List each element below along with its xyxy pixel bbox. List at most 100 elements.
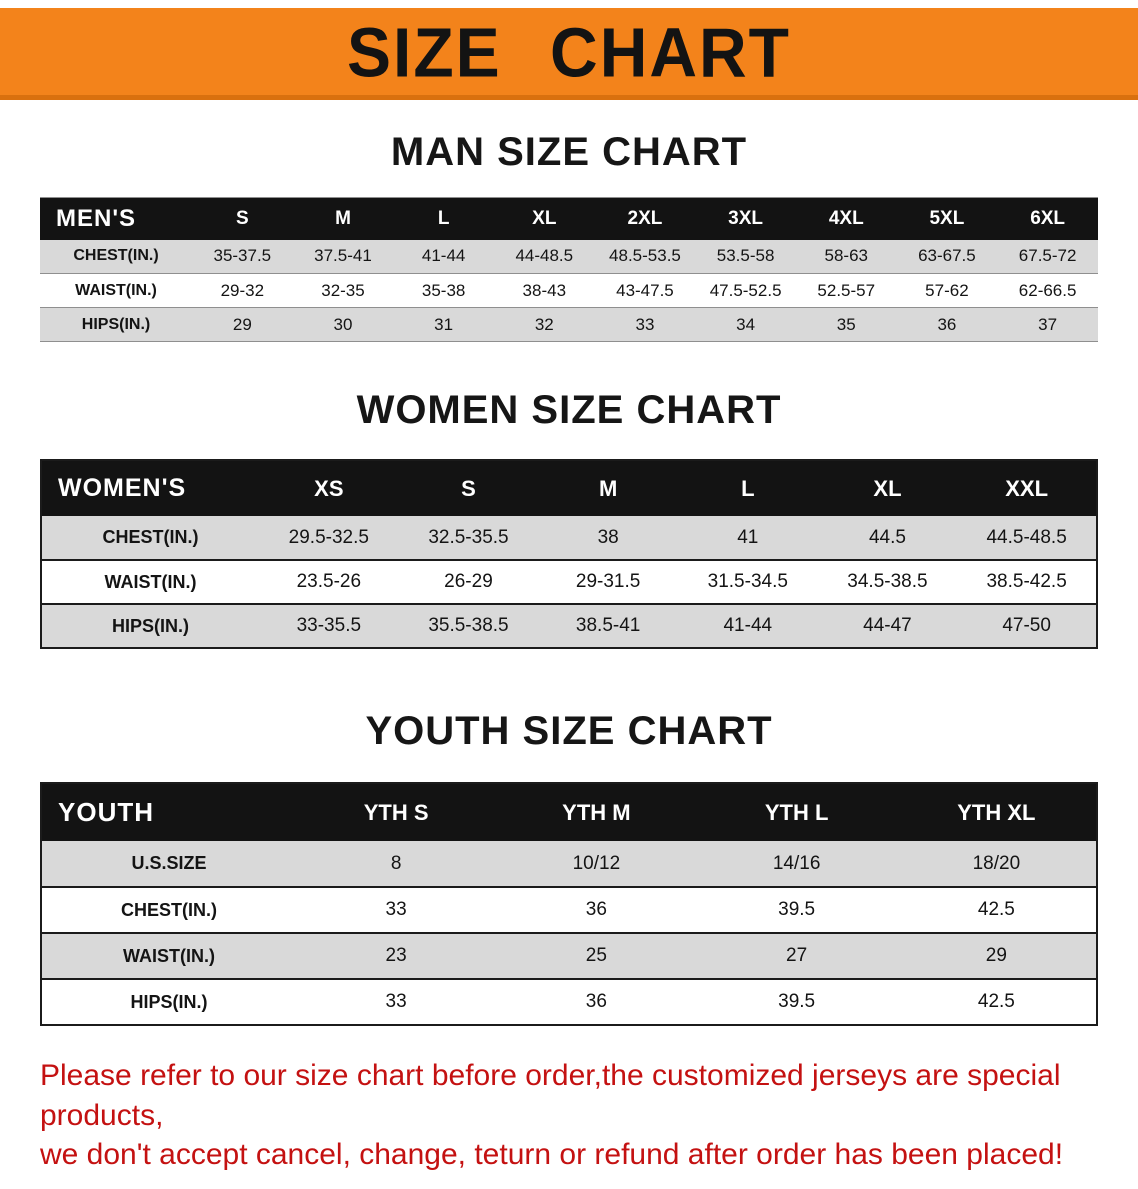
size-column-header: S (398, 460, 539, 516)
size-cell: 29 (985, 945, 1007, 966)
size-cell: 57-62 (925, 280, 969, 300)
table-group-label: MEN'S (40, 197, 192, 240)
size-column-header: M (292, 197, 394, 240)
size-cell: 29.5-32.5 (288, 526, 369, 548)
size-cell: 23 (385, 945, 407, 966)
size-cell: 42.5 (977, 991, 1015, 1012)
size-cell: 41-44 (421, 246, 466, 266)
size-cell: 33-35.5 (296, 615, 362, 636)
size-cell: 32.5-35.5 (428, 526, 509, 548)
size-cell: 35.5-38.5 (428, 615, 509, 636)
banner-title: SIZE CHART (347, 12, 791, 91)
size-column-header: 5XL (896, 197, 998, 240)
size-cell: 18/20 (972, 852, 1021, 874)
men-size-table-body: CHEST(IN.) 35-37.5 37.5-41 41-44 44-48.5 48.5… (40, 239, 1098, 342)
table-row: CHEST(IN.) 35-37.5 37.5-41 41-44 44-48.5 48.5… (40, 239, 1098, 274)
size-cell: 47.5-52.5 (709, 280, 782, 300)
size-cell: 44.5-48.5 (986, 526, 1067, 548)
row-label: HIPS(IN.) (81, 315, 151, 333)
size-cell: 10/12 (572, 852, 621, 874)
size-cell: 67.5-72 (1018, 246, 1077, 266)
row-label: HIPS(IN.) (111, 615, 189, 636)
size-cell: 38.5-41 (575, 615, 641, 636)
size-column-header: 6XL (997, 197, 1098, 240)
size-cell: 44-48.5 (515, 246, 574, 266)
size-cell: 52.5-57 (817, 280, 876, 300)
women-size-table-head: WOMEN'S XS S M L XL XXL (41, 460, 1097, 516)
size-cell: 39.5 (778, 991, 816, 1012)
size-column-header: XL (493, 197, 595, 240)
table-row: CHEST(IN.) 29.5-32.5 32.5-35.5 38 41 44.5 44.5… (41, 516, 1097, 560)
size-cell: 8 (390, 852, 402, 874)
size-cell: 30 (333, 314, 353, 334)
row-label: CHEST(IN.) (102, 527, 199, 547)
table-row: HIPS(IN.) 33 36 39.5 42.5 (41, 979, 1097, 1025)
size-cell: 36 (585, 991, 607, 1012)
table-row: WAIST(IN.) 23 25 27 29 (41, 933, 1097, 979)
size-column-header: S (192, 197, 293, 240)
size-cell: 47-50 (1002, 615, 1051, 636)
size-cell: 33 (635, 314, 655, 334)
size-cell: 39.5 (778, 899, 816, 920)
size-column-header: YTH XL (896, 783, 1097, 841)
table-group-label: YOUTH (41, 783, 296, 841)
size-cell: 27 (786, 945, 808, 966)
size-cell: 34.5-38.5 (847, 571, 928, 592)
row-label: WAIST(IN.) (104, 571, 197, 592)
size-column-header: XS (259, 460, 399, 516)
men-size-table: MEN'S S M L XL 2XL 3XL 4XL 5XL 6XL CHEST(IN.) 35-3… (40, 197, 1098, 342)
youth-size-table-head: YOUTH YTH S YTH M YTH L YTH XL (41, 783, 1097, 841)
table-row: WAIST(IN.) 23.5-26 26-29 29-31.5 31.5-34.5 34… (41, 560, 1097, 604)
youth-size-chart-section: YOUTH SIZE CHART YOUTH YTH S YTH M YTH L YTH… (0, 709, 1138, 1026)
size-cell: 31.5-34.5 (707, 571, 788, 592)
disclaimer: Please refer to our size chart before or… (40, 1056, 1098, 1175)
size-cell: 53.5-58 (716, 246, 775, 266)
disclaimer-line-1: Please refer to our size chart before or… (40, 1059, 1061, 1132)
size-cell: 26-29 (444, 571, 493, 592)
youth-size-chart-heading: YOUTH SIZE CHART (365, 709, 773, 753)
women-size-chart-section: WOMEN SIZE CHART WOMEN'S XS S M L XL XXL CHEST… (0, 388, 1138, 649)
table-header-row: YOUTH YTH S YTH M YTH L YTH XL (41, 783, 1097, 841)
size-cell: 25 (585, 945, 607, 966)
size-cell: 32 (534, 314, 554, 334)
table-row: WAIST(IN.) 29-32 32-35 35-38 38-43 43-47.5 47.… (40, 274, 1098, 308)
size-charts: MAN SIZE CHART MEN'S S M L XL 2XL 3XL 4XL 5XL 6XL… (0, 130, 1138, 1026)
row-label: U.S.SIZE (131, 853, 207, 873)
table-group-label: WOMEN'S (41, 460, 259, 516)
size-column-header: 4XL (795, 197, 897, 240)
size-chart-banner: SIZE CHART (0, 8, 1138, 100)
size-cell: 58-63 (824, 246, 868, 266)
row-label: WAIST(IN.) (75, 281, 157, 299)
size-cell: 23.5-26 (296, 571, 362, 592)
size-column-header: YTH S (296, 783, 497, 841)
youth-size-table: YOUTH YTH S YTH M YTH L YTH XL U.S.SIZE 8 10/1… (40, 782, 1098, 1026)
size-cell: 29-31.5 (575, 571, 641, 592)
size-cell: 37 (1038, 314, 1058, 334)
size-cell: 38.5-42.5 (986, 571, 1067, 592)
size-cell: 42.5 (977, 899, 1015, 920)
size-cell: 41-44 (723, 615, 773, 636)
row-label: CHEST(IN.) (73, 247, 159, 265)
size-column-header: YTH L (696, 783, 897, 841)
size-cell: 44.5 (868, 526, 906, 548)
size-column-header: L (393, 197, 494, 240)
size-cell: 41 (737, 526, 759, 548)
table-header-row: MEN'S S M L XL 2XL 3XL 4XL 5XL 6XL (40, 197, 1098, 240)
table-row: HIPS(IN.) 33-35.5 35.5-38.5 38.5-41 41-44 44-… (41, 604, 1097, 648)
size-column-header: XXL (957, 460, 1097, 516)
size-column-header: XL (817, 460, 958, 516)
size-cell: 32-35 (321, 280, 365, 300)
size-cell: 48.5-53.5 (609, 246, 681, 266)
size-column-header: 3XL (695, 197, 796, 240)
size-cell: 29 (232, 314, 252, 334)
table-row: CHEST(IN.) 33 36 39.5 42.5 (41, 887, 1097, 933)
women-size-chart-heading: WOMEN SIZE CHART (356, 388, 782, 432)
row-label: WAIST(IN.) (123, 945, 215, 966)
size-cell: 43-47.5 (616, 280, 674, 300)
size-cell: 36 (937, 314, 957, 334)
women-size-table-body: CHEST(IN.) 29.5-32.5 32.5-35.5 38 41 44.5 44.5… (41, 516, 1097, 648)
size-cell: 37.5-41 (314, 246, 372, 266)
size-cell: 33 (385, 991, 407, 1012)
row-label: CHEST(IN.) (121, 899, 217, 920)
men-size-table-head: MEN'S S M L XL 2XL 3XL 4XL 5XL 6XL (40, 197, 1098, 240)
